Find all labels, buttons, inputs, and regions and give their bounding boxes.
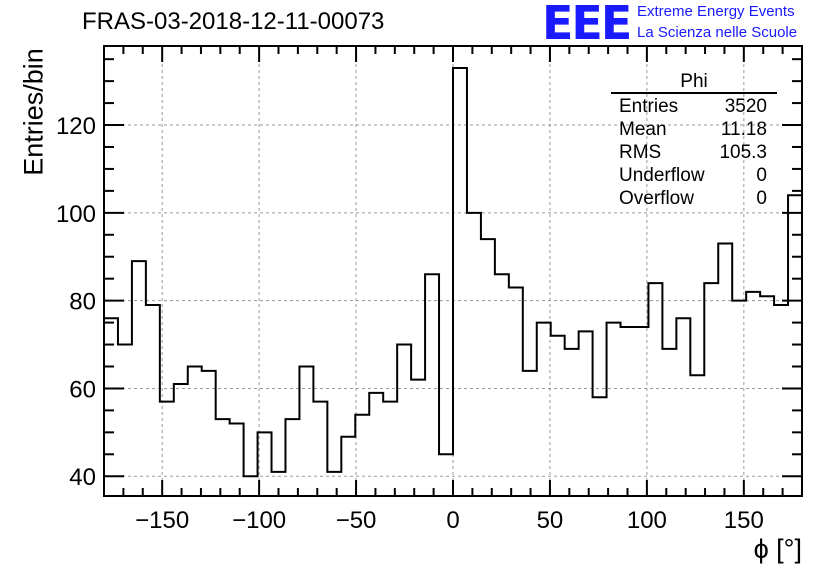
histogram-bin	[299, 366, 313, 496]
stat-value: 0	[756, 165, 767, 186]
histogram-bin	[160, 402, 174, 496]
histogram-bin	[369, 393, 383, 496]
histogram-bin	[746, 292, 760, 496]
histogram-bin	[676, 318, 690, 496]
histogram-bin	[244, 476, 258, 496]
plot-frame	[103, 45, 803, 497]
histogram-bin	[690, 375, 704, 496]
stats-title: Phi	[611, 72, 777, 94]
stat-label: Overflow	[619, 188, 694, 209]
histogram-bin	[397, 345, 411, 496]
histogram-bin	[439, 454, 453, 496]
x-tick-label: 50	[537, 507, 564, 534]
histogram-bin	[258, 432, 272, 496]
histogram-bin	[648, 283, 662, 496]
stat-value: 3520	[724, 96, 767, 117]
x-tick-label: −150	[135, 507, 189, 534]
histogram-bin	[285, 419, 299, 496]
y-tick-label: 40	[69, 464, 96, 491]
histogram-bin	[565, 349, 579, 496]
histogram-bin	[188, 366, 202, 496]
histogram-bin	[132, 261, 146, 496]
histogram-bin	[774, 305, 788, 496]
logo-caption-line2: La Scienza nelle Scuole	[637, 24, 798, 41]
histogram-bin	[760, 296, 774, 496]
stat-value: 11.18	[720, 119, 767, 140]
histogram-bin	[118, 345, 132, 496]
histogram-bin	[313, 402, 327, 496]
histogram-bin	[327, 472, 341, 496]
stat-label: Mean	[619, 119, 667, 140]
stats-box: Phi Entries 3520 Mean 11.18 RMS 105.3 Un…	[611, 72, 777, 210]
histogram-bin	[509, 287, 523, 496]
histogram-bin	[551, 336, 565, 496]
histogram-bin	[537, 323, 551, 496]
histogram-bin	[481, 239, 495, 496]
stat-row-rms: RMS 105.3	[611, 141, 777, 164]
histogram-bin	[411, 380, 425, 496]
histogram-bin	[593, 397, 607, 496]
histogram-bin	[425, 274, 439, 496]
stat-value: 105.3	[719, 142, 767, 163]
histogram-bin	[495, 274, 509, 496]
histogram-bin	[104, 318, 118, 496]
histogram-bin	[383, 402, 397, 496]
x-tick-label: −50	[336, 507, 377, 534]
stat-row-overflow: Overflow 0	[611, 187, 777, 210]
x-tick-label: 150	[724, 507, 764, 534]
x-axis-label: ϕ [°]	[753, 534, 802, 564]
y-axis-label: Entries/bin	[18, 48, 49, 176]
histogram-bin	[788, 195, 802, 496]
histogram-bin	[202, 371, 216, 496]
y-tick-label: 120	[56, 113, 96, 140]
stat-row-entries: Entries 3520	[611, 95, 777, 118]
histogram-bin	[272, 472, 286, 496]
x-tick-label: 0	[446, 507, 459, 534]
histogram-outline	[104, 66, 802, 478]
x-tick-label: 100	[627, 507, 667, 534]
histogram-bin	[732, 301, 746, 496]
y-tick-label: 80	[69, 289, 96, 316]
histogram-bin	[634, 327, 648, 496]
y-tick-label: 60	[69, 376, 96, 403]
stat-value: 0	[756, 188, 767, 209]
axis-ticks	[104, 46, 802, 496]
histogram-bin	[355, 415, 369, 496]
tick-labels: −150 −100 −50 0 50 100 150 40 60 80 100 120	[56, 113, 764, 534]
histogram-bin	[174, 384, 188, 496]
stat-label: Underflow	[619, 165, 705, 186]
stat-row-mean: Mean 11.18	[611, 118, 777, 141]
histogram-bin	[607, 323, 621, 496]
logo-caption-line1: Extreme Energy Events	[637, 3, 795, 20]
histogram-bin	[453, 68, 467, 496]
histogram-bin	[146, 305, 160, 496]
histogram-bin	[579, 331, 593, 496]
histogram-bin	[621, 327, 635, 496]
stat-label: Entries	[619, 96, 679, 117]
histogram-bin	[704, 283, 718, 496]
histogram-bin	[523, 371, 537, 496]
x-tick-label: −100	[232, 507, 286, 534]
stat-label: RMS	[619, 142, 662, 163]
histogram-bin	[216, 419, 230, 496]
histogram-bin	[467, 213, 481, 496]
histogram-bin	[341, 437, 355, 496]
histogram-bin	[662, 349, 676, 496]
eee-logo: EEE	[542, 0, 632, 50]
stat-row-underflow: Underflow 0	[611, 164, 777, 187]
y-tick-label: 100	[56, 201, 96, 228]
histogram-bin	[718, 244, 732, 496]
chart-title: FRAS-03-2018-12-11-00073	[82, 8, 385, 35]
histogram-bin	[230, 424, 244, 496]
